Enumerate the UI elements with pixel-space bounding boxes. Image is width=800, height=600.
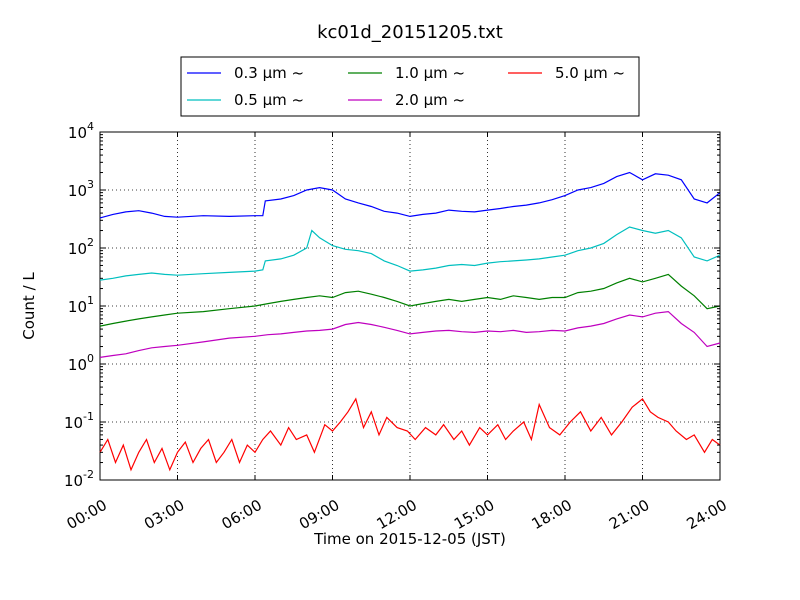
y-tick-label: 100 — [68, 352, 94, 374]
y-tick-label: 10-2 — [64, 468, 94, 490]
y-tick-label: 104 — [68, 120, 94, 142]
y-tick-label: 103 — [68, 178, 94, 200]
y-tick-label: 102 — [68, 236, 94, 258]
legend-label: 2.0 μm ~ — [395, 91, 465, 109]
legend-label: 5.0 μm ~ — [555, 64, 625, 82]
legend-label: 0.3 μm ~ — [234, 64, 304, 82]
series-line-3 — [99, 273, 721, 327]
legend-box — [180, 56, 640, 117]
legend-label: 0.5 μm ~ — [234, 91, 304, 109]
chart-title: kc01d_20151205.txt — [317, 22, 503, 43]
y-axis-tick-labels: 10-2 10-1 100 101 102 103 104 — [64, 120, 94, 490]
legend-label: 1.0 μm ~ — [395, 64, 465, 82]
plot-area — [99, 131, 721, 481]
legend-entries: 0.3 μm ~ 0.5 μm ~ 1.0 μm ~ 2.0 μm ~ 5.0 μm ~ — [187, 64, 625, 109]
series-line-4 — [99, 310, 721, 358]
series-line-2 — [99, 226, 721, 281]
axis-ticks — [99, 131, 721, 481]
series-line-1 — [99, 171, 721, 219]
x-axis-label: Time on 2015-12-05 (JST) — [313, 530, 506, 548]
series-lines — [99, 171, 721, 472]
y-axis-label: Count / L — [20, 272, 38, 340]
y-tick-label: 10-1 — [64, 410, 94, 432]
y-tick-label: 101 — [68, 294, 94, 316]
series-line-5 — [99, 397, 721, 472]
legend: 0.3 μm ~ 0.5 μm ~ 1.0 μm ~ 2.0 μm ~ 5.0 μm ~ — [180, 56, 640, 117]
grid — [100, 132, 720, 480]
